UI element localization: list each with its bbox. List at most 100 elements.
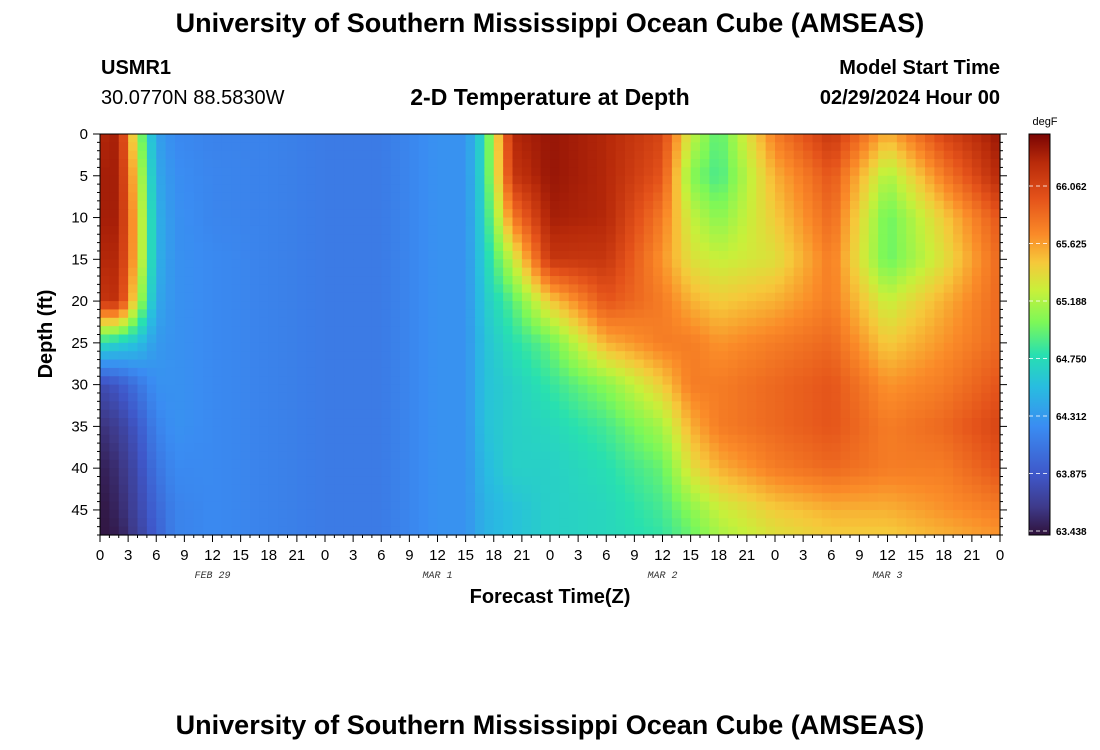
heatmap-cell	[906, 242, 917, 252]
heatmap-cell	[250, 476, 260, 486]
heatmap-cell	[906, 175, 917, 185]
heatmap-cell	[793, 267, 804, 277]
heatmap-cell	[578, 418, 589, 427]
heatmap-cell	[643, 234, 654, 244]
heatmap-cell	[156, 351, 167, 361]
heatmap-cell	[175, 409, 185, 419]
heatmap-cell	[962, 150, 973, 160]
heatmap-cell	[962, 317, 973, 327]
heatmap-cell	[521, 376, 532, 386]
heatmap-cell	[925, 167, 935, 177]
heatmap-cell	[465, 175, 476, 185]
heatmap-cell	[540, 234, 551, 244]
heatmap-cell	[606, 484, 617, 494]
heatmap-cell	[409, 493, 420, 503]
heatmap-cell	[175, 301, 185, 311]
heatmap-cell	[475, 250, 485, 260]
heatmap-cell	[821, 301, 832, 311]
heatmap-cell	[709, 242, 720, 252]
heatmap-cell	[212, 159, 223, 169]
heatmap-cell	[175, 509, 185, 519]
heatmap-cell	[212, 267, 223, 277]
heatmap-cell	[709, 518, 720, 528]
heatmap-cell	[615, 501, 626, 511]
heatmap-cell	[259, 401, 270, 411]
heatmap-cell	[934, 509, 945, 519]
heatmap-cell	[137, 142, 148, 152]
heatmap-cell	[981, 376, 992, 386]
heatmap-cell	[615, 493, 626, 503]
heatmap-cell	[578, 167, 589, 177]
heatmap-cell	[643, 434, 654, 444]
heatmap-cell	[906, 451, 917, 461]
heatmap-cell	[971, 359, 982, 369]
heatmap-cell	[925, 334, 935, 344]
heatmap-cell	[221, 426, 232, 436]
heatmap-cell	[878, 317, 889, 327]
heatmap-cell	[184, 342, 195, 352]
heatmap-cell	[184, 518, 195, 528]
heatmap-cell	[203, 184, 214, 194]
heatmap-cell	[896, 418, 907, 427]
heatmap-cell	[943, 234, 954, 244]
heatmap-cell	[915, 334, 926, 344]
heatmap-cell	[221, 225, 232, 235]
heatmap-cell	[484, 209, 495, 219]
heatmap-cell	[240, 284, 251, 294]
heatmap-cell	[784, 175, 795, 185]
heatmap-cell	[737, 376, 748, 386]
heatmap-cell	[240, 276, 251, 285]
x-axis-title: Forecast Time(Z)	[470, 586, 631, 608]
heatmap-cell	[587, 351, 598, 361]
heatmap-cell	[728, 150, 739, 160]
heatmap-cell	[100, 392, 110, 402]
heatmap-cell	[259, 326, 270, 336]
heatmap-cell	[812, 150, 823, 160]
heatmap-cell	[671, 434, 682, 444]
heatmap-cell	[315, 526, 326, 536]
heatmap-cell	[709, 250, 720, 260]
heatmap-cell	[653, 501, 664, 511]
heatmap-cell	[512, 292, 523, 302]
heatmap-cell	[521, 443, 532, 453]
heatmap-cell	[418, 476, 429, 486]
heatmap-cell	[878, 476, 889, 486]
heatmap-cell	[793, 225, 804, 235]
heatmap-cell	[362, 276, 373, 285]
heatmap-cell	[465, 518, 476, 528]
heatmap-cell	[315, 334, 326, 344]
heatmap-cell	[718, 317, 729, 327]
heatmap-cell	[653, 509, 664, 519]
heatmap-cell	[831, 476, 842, 486]
heatmap-cell	[681, 217, 692, 227]
heatmap-cell	[953, 401, 964, 411]
heatmap-cell	[240, 334, 251, 344]
heatmap-cell	[925, 367, 935, 377]
heatmap-cell	[850, 501, 860, 511]
heatmap-cell	[812, 426, 823, 436]
heatmap-cell	[812, 167, 823, 177]
heatmap-cell	[765, 192, 776, 202]
heatmap-cell	[240, 250, 251, 260]
heatmap-cell	[868, 167, 879, 177]
heatmap-cell	[409, 518, 420, 528]
heatmap-cell	[831, 200, 842, 210]
heatmap-cell	[709, 459, 720, 469]
heatmap-cell	[550, 426, 560, 436]
heatmap-cell	[559, 309, 570, 319]
heatmap-cell	[287, 392, 298, 402]
heatmap-cell	[268, 242, 279, 252]
heatmap-cell	[484, 334, 495, 344]
heatmap-cell	[990, 150, 1001, 160]
heatmap-cell	[390, 301, 401, 311]
heatmap-cell	[653, 334, 664, 344]
heatmap-cell	[971, 192, 982, 202]
heatmap-cell	[990, 301, 1001, 311]
heatmap-cell	[812, 175, 823, 185]
heatmap-cell	[765, 209, 776, 219]
heatmap-cell	[156, 418, 167, 427]
heatmap-cell	[428, 493, 439, 503]
heatmap-cell	[971, 526, 982, 536]
heatmap-cell	[175, 217, 185, 227]
heatmap-cell	[934, 392, 945, 402]
